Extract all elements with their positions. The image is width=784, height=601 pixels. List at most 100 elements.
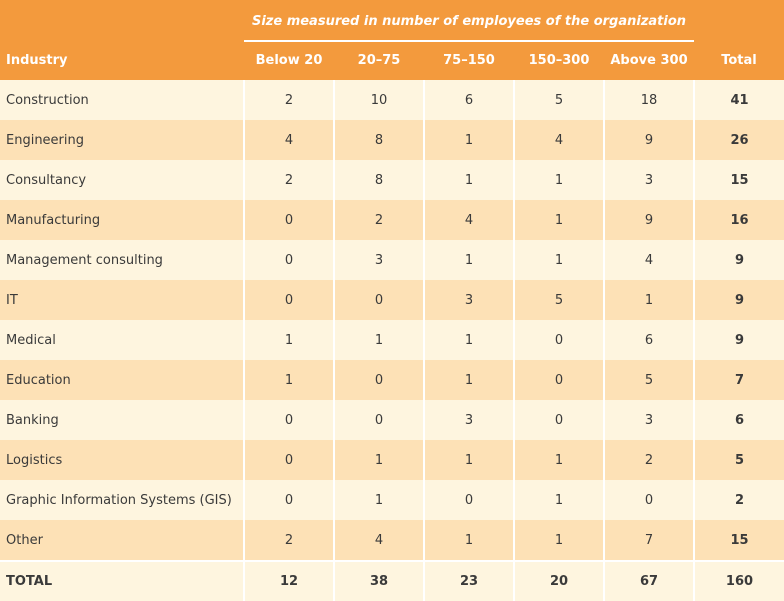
75-150-cell: 6 [424, 80, 515, 120]
table-row: Banking 0 0 3 0 3 6 [0, 400, 784, 440]
total-cell: 9 [694, 280, 784, 320]
total-75-150-cell: 23 [424, 562, 515, 601]
above-300-cell: 3 [604, 400, 695, 440]
above-300-cell: 1 [604, 280, 695, 320]
below-20-cell: 0 [244, 480, 335, 520]
column-header-above-300: Above 300 [610, 53, 688, 68]
below-20-cell: 0 [244, 240, 335, 280]
table-row: Management consulting 0 3 1 1 4 9 [0, 240, 784, 280]
20-75-cell: 1 [334, 320, 425, 360]
75-150-cell: 1 [424, 160, 515, 200]
below-20-cell: 0 [244, 280, 335, 320]
super-header-rule [244, 40, 694, 42]
above-300-cell: 6 [604, 320, 695, 360]
75-150-cell: 3 [424, 400, 515, 440]
super-header: Size measured in number of employees of … [251, 14, 687, 29]
below-20-cell: 2 [244, 80, 335, 120]
150-300-cell: 1 [514, 520, 605, 561]
75-150-cell: 1 [424, 120, 515, 160]
table-header: Size measured in number of employees of … [0, 0, 784, 80]
table-row: Construction 2 10 6 5 18 41 [0, 80, 784, 120]
150-300-cell: 0 [514, 360, 605, 400]
total-20-75-cell: 38 [334, 562, 425, 601]
20-75-cell: 8 [334, 160, 425, 200]
75-150-cell: 3 [424, 280, 515, 320]
table-row: Consultancy 2 8 1 1 3 15 [0, 160, 784, 200]
75-150-cell: 1 [424, 520, 515, 561]
150-300-cell: 0 [514, 400, 605, 440]
total-cell: 15 [694, 160, 784, 200]
total-cell: 9 [694, 240, 784, 280]
20-75-cell: 10 [334, 80, 425, 120]
above-300-cell: 18 [604, 80, 695, 120]
industry-cell: Engineering [0, 120, 245, 160]
150-300-cell: 0 [514, 320, 605, 360]
20-75-cell: 8 [334, 120, 425, 160]
150-300-cell: 1 [514, 240, 605, 280]
industry-cell: Logistics [0, 440, 245, 480]
total-cell: 7 [694, 360, 784, 400]
industry-cell: Education [0, 360, 245, 400]
below-20-cell: 0 [244, 440, 335, 480]
total-cell: 9 [694, 320, 784, 360]
20-75-cell: 4 [334, 520, 425, 561]
above-300-cell: 9 [604, 200, 695, 240]
industry-cell: Construction [0, 80, 245, 120]
below-20-cell: 2 [244, 520, 335, 561]
industry-cell: Consultancy [0, 160, 245, 200]
below-20-cell: 0 [244, 200, 335, 240]
column-header-industry: Industry [6, 53, 68, 68]
table-body: Construction 2 10 6 5 18 41 Engineering 4 8 1 4 9 26 C… [0, 80, 784, 601]
industry-cell: Medical [0, 320, 245, 360]
column-header-20-75: 20–75 [357, 53, 401, 68]
75-150-cell: 1 [424, 240, 515, 280]
150-300-cell: 4 [514, 120, 605, 160]
industry-cell: Graphic Information Systems (GIS) [0, 480, 245, 520]
table-row: Other 2 4 1 1 7 15 [0, 520, 784, 561]
150-300-cell: 1 [514, 440, 605, 480]
above-300-cell: 0 [604, 480, 695, 520]
above-300-cell: 7 [604, 520, 695, 561]
column-header-150-300: 150–300 [528, 53, 590, 68]
below-20-cell: 0 [244, 400, 335, 440]
total-cell: 41 [694, 80, 784, 120]
150-300-cell: 1 [514, 160, 605, 200]
table-row: Manufacturing 0 2 4 1 9 16 [0, 200, 784, 240]
total-cell: 16 [694, 200, 784, 240]
20-75-cell: 0 [334, 280, 425, 320]
total-cell: 6 [694, 400, 784, 440]
table-row: Medical 1 1 1 0 6 9 [0, 320, 784, 360]
total-cell: 5 [694, 440, 784, 480]
below-20-cell: 2 [244, 160, 335, 200]
20-75-cell: 0 [334, 400, 425, 440]
150-300-cell: 5 [514, 280, 605, 320]
table-row: IT 0 0 3 5 1 9 [0, 280, 784, 320]
industry-cell: IT [0, 280, 245, 320]
table-row: Education 1 0 1 0 5 7 [0, 360, 784, 400]
total-cell: 2 [694, 480, 784, 520]
industry-cell: Other [0, 520, 245, 561]
column-header-75-150: 75–150 [443, 53, 495, 68]
total-below-20-cell: 12 [244, 562, 335, 601]
75-150-cell: 1 [424, 360, 515, 400]
above-300-cell: 2 [604, 440, 695, 480]
total-total-cell: 160 [694, 562, 784, 601]
column-header-below-20: Below 20 [255, 53, 323, 68]
data-table: Construction 2 10 6 5 18 41 Engineering 4 8 1 4 9 26 C… [0, 80, 784, 601]
industry-cell: Banking [0, 400, 245, 440]
total-150-300-cell: 20 [514, 562, 605, 601]
above-300-cell: 4 [604, 240, 695, 280]
20-75-cell: 0 [334, 360, 425, 400]
table-row: Engineering 4 8 1 4 9 26 [0, 120, 784, 160]
total-cell: 15 [694, 520, 784, 561]
20-75-cell: 1 [334, 480, 425, 520]
total-row: TOTAL 12 38 23 20 67 160 [0, 562, 784, 601]
above-300-cell: 3 [604, 160, 695, 200]
150-300-cell: 1 [514, 480, 605, 520]
75-150-cell: 0 [424, 480, 515, 520]
total-above-300-cell: 67 [604, 562, 695, 601]
75-150-cell: 1 [424, 320, 515, 360]
industry-cell: Manufacturing [0, 200, 245, 240]
75-150-cell: 4 [424, 200, 515, 240]
table-row: Logistics 0 1 1 1 2 5 [0, 440, 784, 480]
